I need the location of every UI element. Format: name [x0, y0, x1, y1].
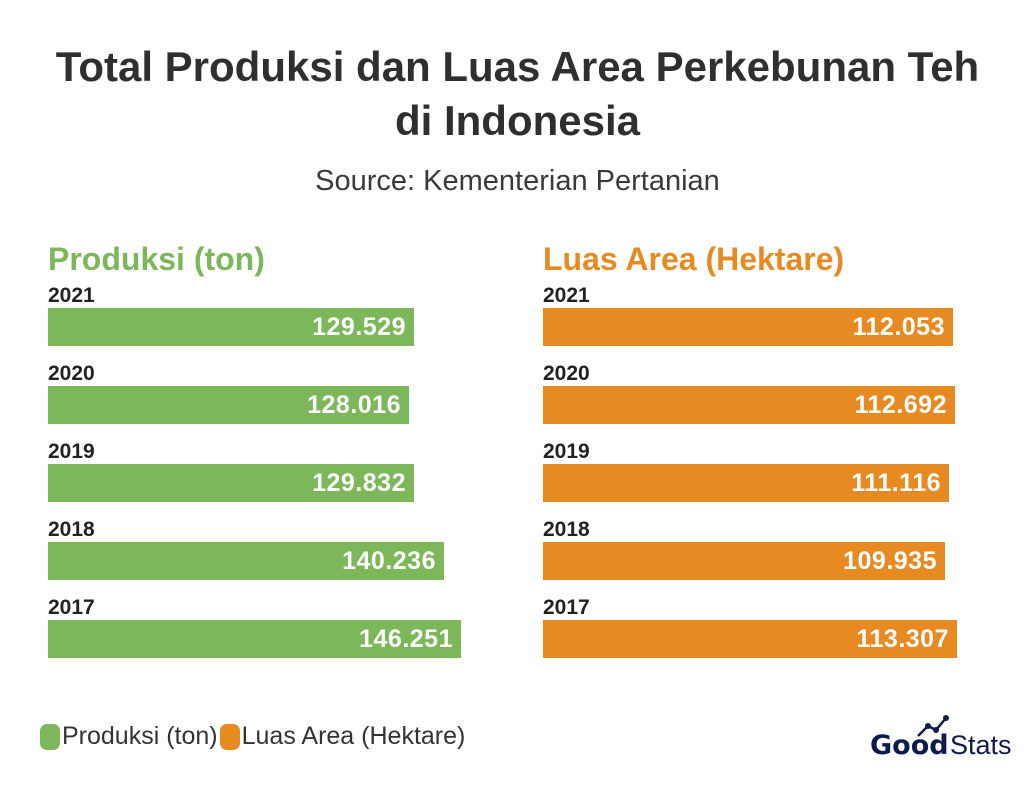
bar-value-label: 111.116 [851, 468, 941, 497]
legend-label-area: Luas Area (Hektare) [241, 722, 466, 750]
bar: 146.251 [48, 620, 461, 658]
bar-row: 2017 113.307 [543, 596, 1003, 678]
bar: 128.016 [48, 386, 409, 424]
bar: 109.935 [543, 542, 945, 580]
bar: 113.307 [543, 620, 957, 658]
bar: 112.692 [543, 386, 955, 424]
bar: 129.832 [48, 464, 414, 502]
year-label: 2019 [543, 440, 590, 463]
bar-row: 2018 140.236 [48, 518, 508, 600]
year-label: 2020 [543, 362, 590, 385]
production-panel: Produksi (ton) 2021 129.529 2020 128.016 201… [48, 238, 508, 678]
legend-label-production: Produksi (ton) [62, 722, 218, 750]
bar-row: 2019 111.116 [543, 440, 1003, 522]
year-label: 2019 [48, 440, 95, 463]
area-panel: Luas Area (Hektare) 2021 112.053 2020 112.6… [543, 238, 1003, 678]
bar: 129.529 [48, 308, 414, 346]
production-bars: 2021 129.529 2020 128.016 2019 129.832 2018 140… [48, 284, 508, 678]
year-label: 2021 [543, 284, 590, 307]
bar-value-label: 109.935 [843, 546, 937, 575]
bar-row: 2017 146.251 [48, 596, 508, 678]
bar-value-label: 129.529 [312, 312, 406, 341]
chart-subtitle: Source: Kementerian Pertanian [315, 165, 720, 197]
bar-row: 2021 112.053 [543, 284, 1003, 366]
bar-value-label: 112.053 [852, 312, 945, 341]
bar-row: 2021 129.529 [48, 284, 508, 366]
bar: 112.053 [543, 308, 953, 346]
legend-swatch-production [40, 723, 60, 750]
bar-value-label: 128.016 [307, 390, 401, 419]
bar: 111.116 [543, 464, 949, 502]
bar: 140.236 [48, 542, 444, 580]
production-panel-title: Produksi (ton) [48, 241, 265, 277]
title-line-1: Total Produksi dan Luas Area Perkebunan … [55, 43, 980, 90]
year-label: 2018 [48, 518, 95, 541]
area-panel-title: Luas Area (Hektare) [543, 241, 845, 277]
bar-value-label: 129.832 [312, 468, 406, 497]
logo-text-good: Good [870, 730, 949, 761]
title-line-2: di Indonesia [394, 97, 641, 144]
year-label: 2017 [48, 596, 95, 619]
area-bars: 2021 112.053 2020 112.692 2019 111.116 2018 109… [543, 284, 1003, 678]
year-label: 2017 [543, 596, 590, 619]
bar-row: 2018 109.935 [543, 518, 1003, 600]
year-label: 2020 [48, 362, 95, 385]
legend-item-area: Luas Area (Hektare) [219, 722, 466, 751]
year-label: 2021 [48, 284, 95, 307]
legend-item-production: Produksi (ton) [40, 722, 218, 751]
chart-title: Total Produksi dan Luas Area Perkebunan … [0, 40, 1035, 148]
bar-value-label: 146.251 [359, 624, 453, 653]
year-label: 2018 [543, 518, 590, 541]
bar-row: 2020 128.016 [48, 362, 508, 444]
bar-row: 2020 112.692 [543, 362, 1003, 444]
legend: Produksi (ton) Luas Area (Hektare) [40, 722, 467, 751]
logo-text-stats: Stats [950, 730, 1012, 760]
logo-trend-icon [917, 717, 947, 737]
bar-value-label: 112.692 [854, 390, 947, 419]
bar-value-label: 113.307 [856, 624, 949, 653]
bar-value-label: 140.236 [342, 546, 436, 575]
bar-row: 2019 129.832 [48, 440, 508, 522]
goodstats-logo: Good Stats [870, 715, 1012, 761]
legend-swatch-area [219, 723, 240, 750]
